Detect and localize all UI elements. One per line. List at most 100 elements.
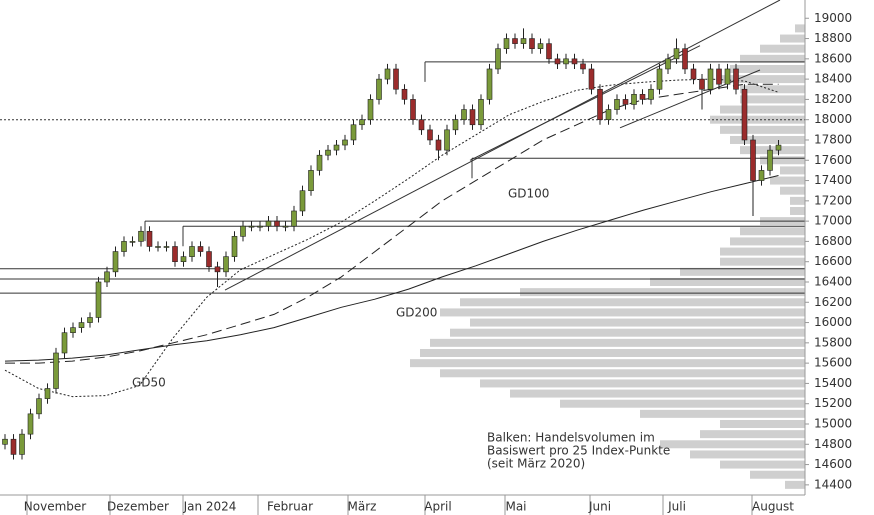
volume-bar [760, 44, 805, 53]
volume-bar [640, 409, 805, 418]
y-tick-label: 19000 [814, 11, 852, 25]
volume-bar [480, 379, 805, 388]
y-tick-label: 15600 [814, 356, 852, 370]
x-tick-label: April [424, 500, 451, 514]
candle-body [571, 58, 578, 65]
candle-body [605, 109, 612, 120]
volume-bar [510, 389, 805, 398]
y-tick-label: 16000 [814, 315, 852, 329]
candle-body [282, 225, 289, 228]
candle-body [724, 68, 731, 85]
volume-bar [740, 95, 805, 104]
candle-body [741, 88, 748, 141]
candle-body [384, 68, 391, 80]
candle-body [639, 94, 646, 100]
ma-label: GD50 [132, 376, 166, 390]
candle-body [95, 281, 102, 318]
candle-body [325, 149, 331, 156]
y-tick-label: 14800 [814, 437, 852, 451]
trendline [469, 45, 701, 161]
candle-body [656, 68, 663, 90]
volume-bar [730, 64, 805, 73]
candle-body [427, 129, 433, 141]
candle-body [308, 170, 314, 191]
moving-averages: GD50 GD100 GD200 [4, 78, 779, 398]
candle-body [61, 332, 68, 354]
volume-bar [740, 54, 805, 63]
candle-body [299, 190, 306, 212]
candle-body [19, 433, 25, 455]
candle-body [53, 352, 59, 389]
candle-body [146, 230, 153, 247]
volume-bar [520, 288, 805, 297]
candle-body [27, 413, 34, 435]
volume-bar [780, 34, 805, 43]
candle-body [189, 246, 195, 257]
candle-body [87, 317, 93, 323]
candle-body [342, 139, 348, 146]
candle-body [716, 68, 722, 85]
candle-body [104, 271, 110, 283]
y-tick-label: 14400 [814, 477, 852, 491]
candle-body [350, 124, 357, 141]
volume-bar [790, 206, 805, 215]
candle-body [10, 438, 17, 455]
candle-body [36, 398, 42, 415]
x-tick-label: Juli [667, 500, 686, 514]
candle-body [588, 68, 595, 90]
volume-bar [410, 359, 805, 368]
y-tick-label: 16800 [814, 234, 852, 248]
candle-body [112, 251, 119, 273]
ma-label: GD200 [396, 306, 437, 320]
candle-body [673, 48, 680, 60]
y-tick-label: 14600 [814, 457, 852, 471]
candle-body [435, 139, 442, 151]
candle-body [129, 241, 136, 243]
candle-body [138, 230, 144, 242]
volume-bar [650, 277, 805, 286]
candle-body [180, 256, 187, 263]
volume-bar [790, 196, 805, 205]
candle-body [775, 144, 782, 151]
volume-bar [730, 135, 805, 144]
candle-body [214, 266, 221, 273]
candle-body [121, 241, 127, 252]
candle-body [546, 43, 552, 60]
volume-bar [690, 450, 805, 459]
volume-bar [680, 267, 805, 276]
volume-bar [720, 460, 805, 469]
y-tick-label: 16600 [814, 254, 852, 268]
candle-body [359, 119, 365, 126]
volume-bar [740, 227, 805, 236]
candle-body [376, 78, 382, 100]
volume-bar [785, 480, 805, 489]
candle-body [495, 48, 501, 70]
volume-bar [460, 298, 805, 307]
volume-bar [760, 156, 805, 165]
candle-body [503, 38, 510, 49]
volume-bar [720, 125, 805, 134]
candle-body [469, 109, 476, 126]
candle-body [444, 129, 450, 151]
candle-body [537, 43, 544, 49]
candle-body [2, 438, 8, 445]
candle-body [223, 256, 229, 273]
candle-body [614, 99, 620, 110]
candle-body [410, 99, 416, 120]
candle-body [418, 119, 425, 131]
candle-body [563, 58, 569, 65]
note: (seit März 2020) [487, 457, 585, 471]
candle-body [758, 170, 765, 181]
candle-body [554, 58, 561, 65]
candles [2, 28, 782, 460]
volume-bar [660, 440, 805, 449]
volume-bar [420, 348, 805, 357]
candle-body [665, 58, 671, 70]
x-tick-label: März [348, 500, 377, 514]
volume-bar [450, 328, 805, 337]
x-tick-label: Jan 2024 [183, 500, 237, 514]
candle-body [393, 68, 399, 90]
candle-body [197, 246, 204, 252]
x-tick-label: Dezember [107, 500, 169, 514]
candle-body [461, 109, 467, 120]
